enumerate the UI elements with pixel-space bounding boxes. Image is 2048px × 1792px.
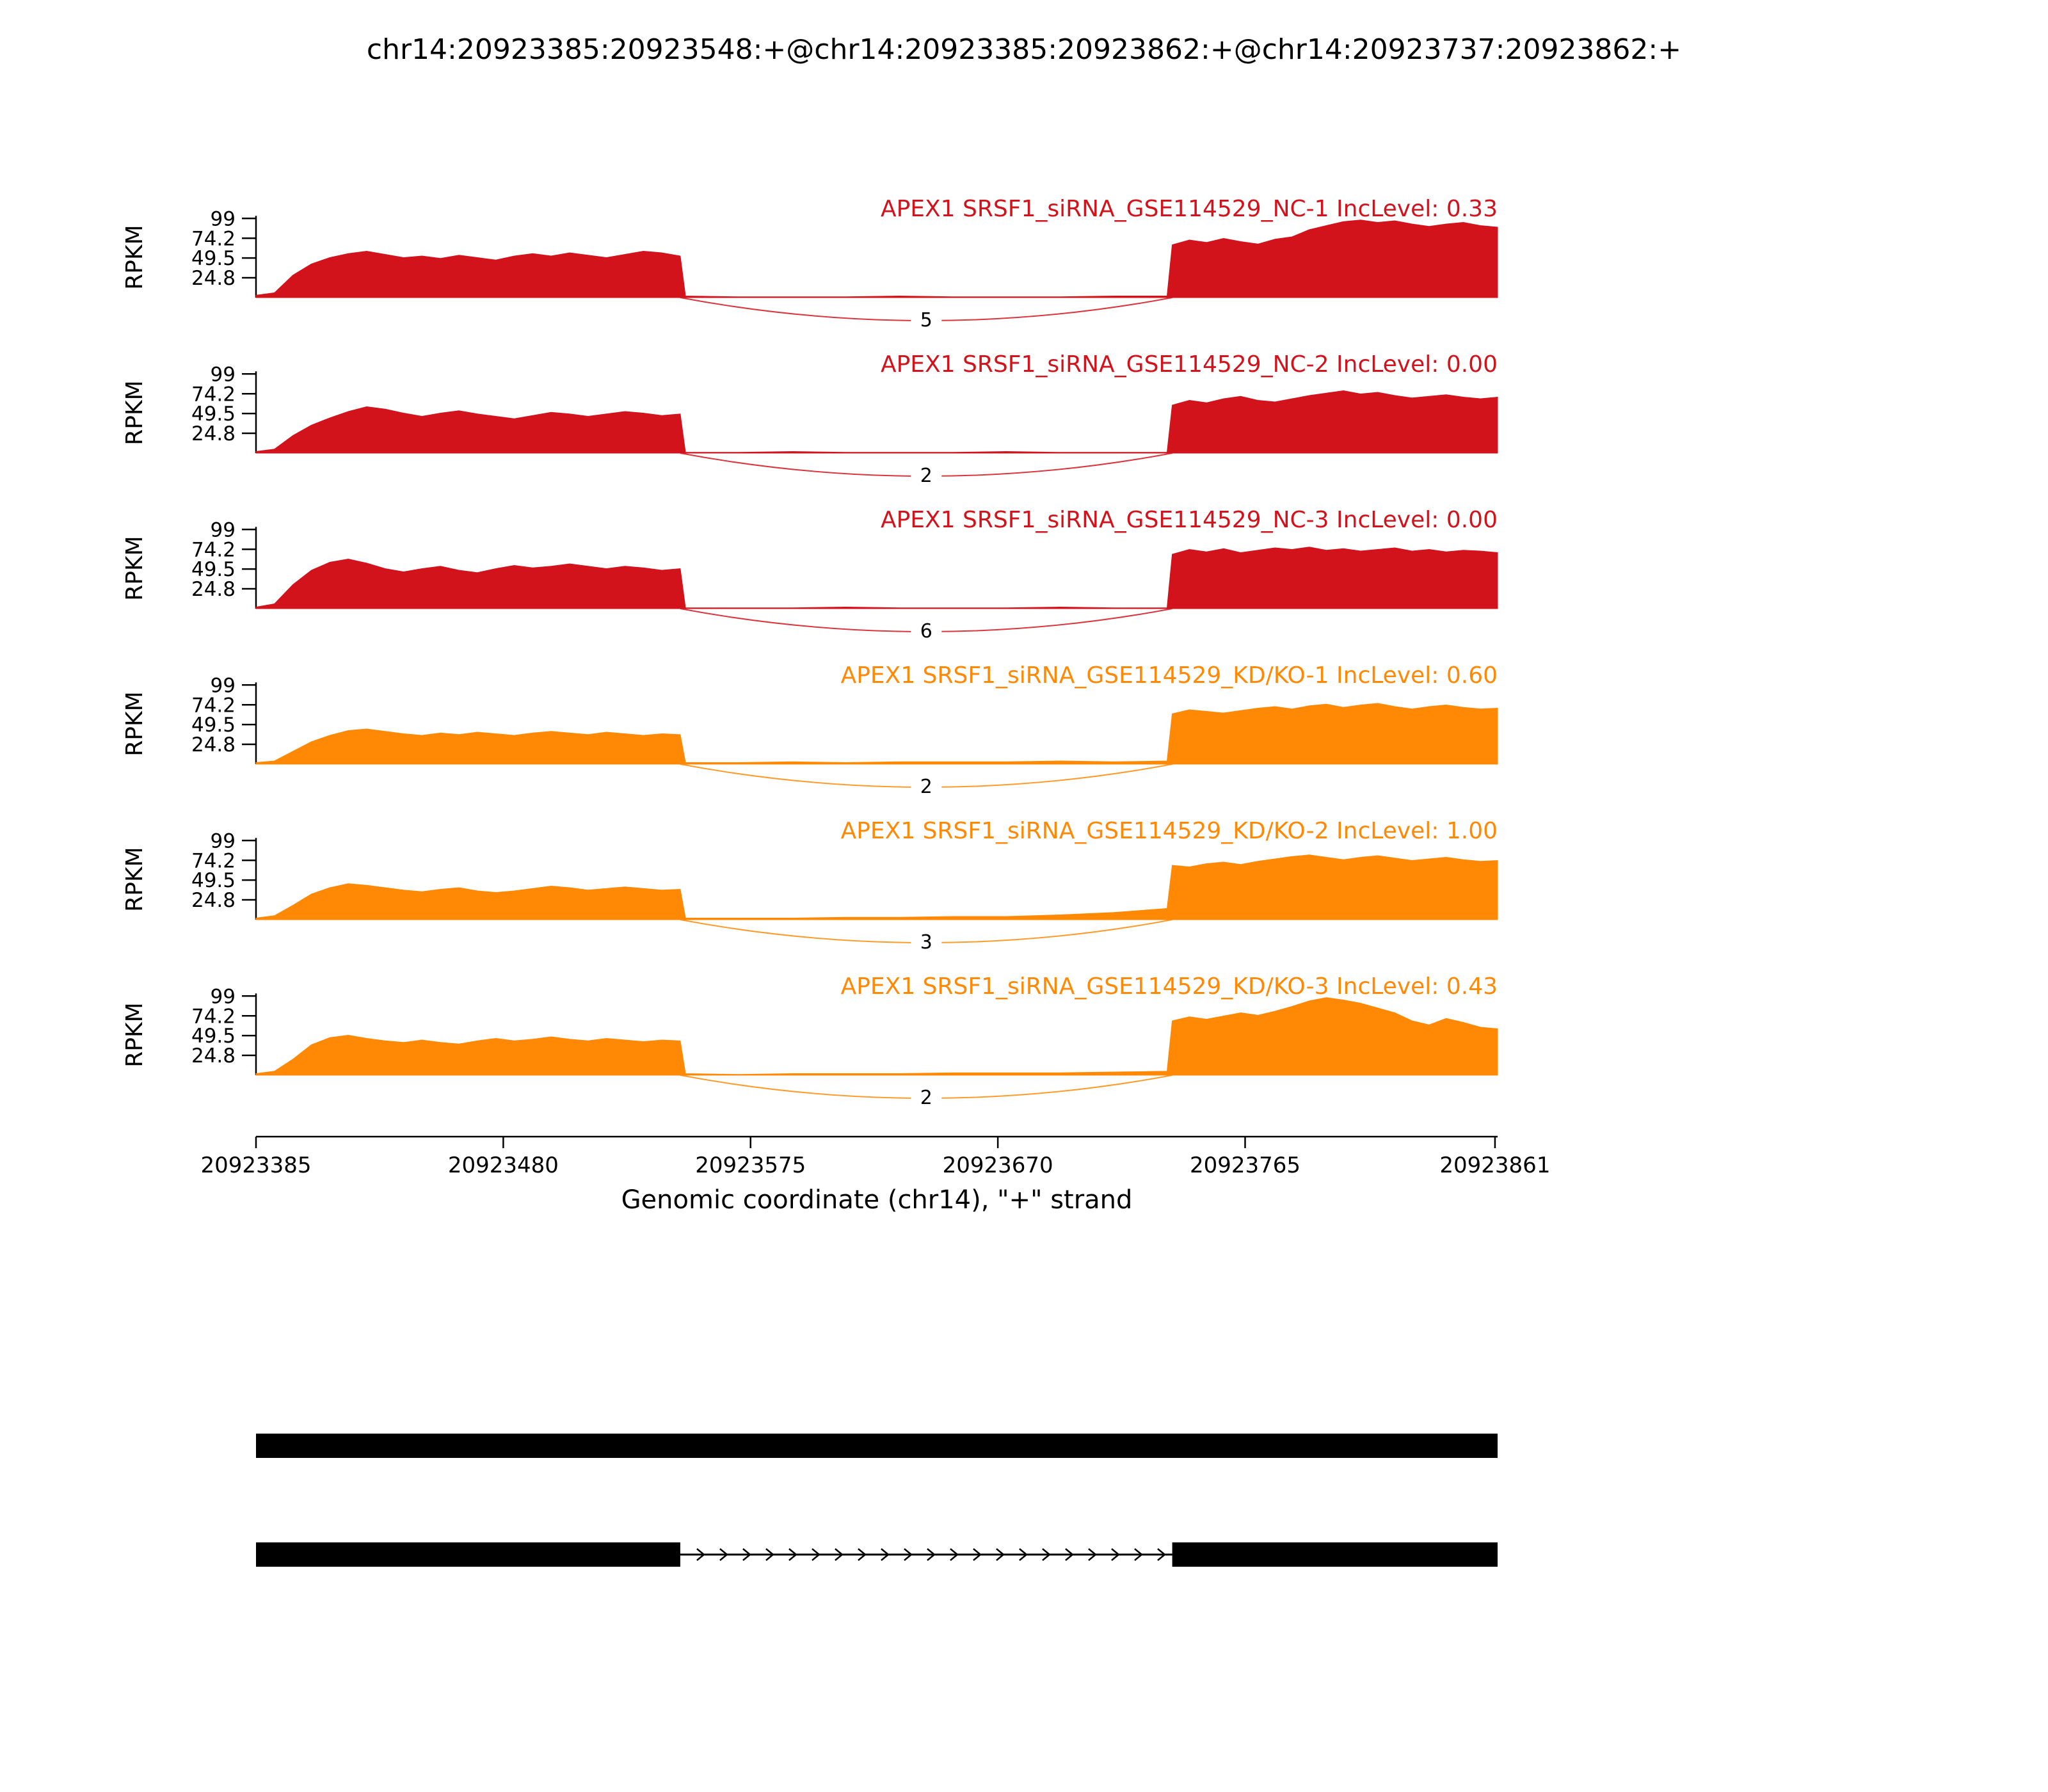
x-axis-tick-label: 20923765 [1190,1153,1300,1178]
y-axis-tick-label: 99 [211,829,236,852]
junction-count-bg [911,931,942,953]
x-axis-label: Genomic coordinate (chr14), "+" strand [621,1185,1133,1215]
intron-strand-arrow [1042,1548,1051,1561]
intron-strand-arrow [742,1548,751,1561]
coverage-area [255,997,1498,1076]
junction-count-bg [911,1087,942,1108]
track-title: APEX1 SRSF1_siRNA_GSE114529_NC-1 IncLeve… [881,196,1498,222]
intron-strand-arrow [1134,1548,1143,1561]
y-axis-tick-label: 74.2 [191,694,236,717]
intron-strand-arrow [835,1548,844,1561]
y-axis-tick-label: 74.2 [191,227,236,250]
intron-strand-arrow [858,1548,867,1561]
intron-strand-arrow [765,1548,774,1561]
y-axis-tick-label: 99 [211,207,236,230]
coverage-area [255,854,1498,920]
y-axis-tick-label: 49.5 [191,558,236,581]
y-axis-tick-label: 99 [211,518,236,541]
y-axis-tick-label: 49.5 [191,869,236,892]
isoform-exon [256,1542,680,1567]
intron-strand-arrow [996,1548,1005,1561]
coverage-area [255,220,1498,298]
plot-title: chr14:20923385:20923548:+@chr14:20923385… [366,33,1682,66]
y-axis-tick-label: 49.5 [191,403,236,426]
intron-strand-arrow [1157,1548,1166,1561]
junction-count: 6 [920,620,932,643]
intron-strand-arrow [950,1548,959,1561]
intron-strand-arrow [1019,1548,1028,1561]
y-axis-tick-label: 74.2 [191,1005,236,1028]
x-axis-tick-label: 20923575 [695,1153,806,1178]
junction-count-bg [911,620,942,642]
junction-count: 2 [920,1087,932,1109]
rpkm-label: RPKM [122,225,148,289]
x-axis-tick-label: 20923861 [1439,1153,1550,1178]
junction-count: 2 [920,776,932,798]
y-axis-tick-label: 24.8 [191,578,236,601]
track-title: APEX1 SRSF1_siRNA_GSE114529_NC-2 IncLeve… [881,351,1498,378]
rpkm-label: RPKM [122,536,148,600]
rpkm-label: RPKM [122,691,148,756]
y-axis-tick-label: 49.5 [191,1025,236,1048]
junction-count: 3 [920,931,932,954]
y-axis-tick-label: 24.8 [191,1044,236,1068]
intron-strand-arrow [719,1548,728,1561]
y-axis-tick-label: 49.5 [191,714,236,737]
intron-strand-arrow [973,1548,982,1561]
track-title: APEX1 SRSF1_siRNA_GSE114529_KD/KO-2 IncL… [841,818,1498,844]
junction-count-bg [911,309,942,331]
y-axis-tick-label: 74.2 [191,849,236,872]
y-axis-tick-label: 24.8 [191,422,236,445]
y-axis-tick-label: 99 [211,985,236,1008]
y-axis-tick-label: 74.2 [191,383,236,406]
intron-strand-arrow [1065,1548,1074,1561]
rpkm-label: RPKM [122,847,148,911]
y-axis-tick-label: 99 [211,674,236,697]
intron-strand-arrow [927,1548,936,1561]
track-title: APEX1 SRSF1_siRNA_GSE114529_NC-3 IncLeve… [881,507,1498,533]
intron-strand-arrow [788,1548,797,1561]
y-axis-tick-label: 24.8 [191,733,236,756]
x-axis-tick-label: 20923670 [943,1153,1053,1178]
intron-strand-arrow [696,1548,705,1561]
coverage-area [255,547,1498,609]
junction-count: 5 [920,309,932,332]
y-axis-tick-label: 49.5 [191,247,236,270]
track-title: APEX1 SRSF1_siRNA_GSE114529_KD/KO-3 IncL… [841,973,1498,1000]
y-axis-tick-label: 24.8 [191,267,236,290]
y-axis-tick-label: 99 [211,363,236,386]
x-axis-tick-label: 20923385 [200,1153,311,1178]
junction-count-bg [911,776,942,797]
y-axis-tick-label: 24.8 [191,889,236,912]
intron-strand-arrow [904,1548,913,1561]
junction-count: 2 [920,465,932,487]
isoform-exon [256,1434,1498,1458]
coverage-area [255,390,1498,454]
intron-strand-arrow [1088,1548,1097,1561]
rpkm-label: RPKM [122,1002,148,1067]
rpkm-label: RPKM [122,380,148,445]
intron-strand-arrow [1111,1548,1120,1561]
y-axis-tick-label: 74.2 [191,538,236,561]
x-axis-tick-label: 20923480 [448,1153,559,1178]
junction-count-bg [911,465,942,486]
isoform-exon [1172,1542,1498,1567]
intron-strand-arrow [812,1548,820,1561]
track-title: APEX1 SRSF1_siRNA_GSE114529_KD/KO-1 IncL… [841,662,1498,689]
coverage-area [255,703,1498,765]
intron-strand-arrow [881,1548,890,1561]
